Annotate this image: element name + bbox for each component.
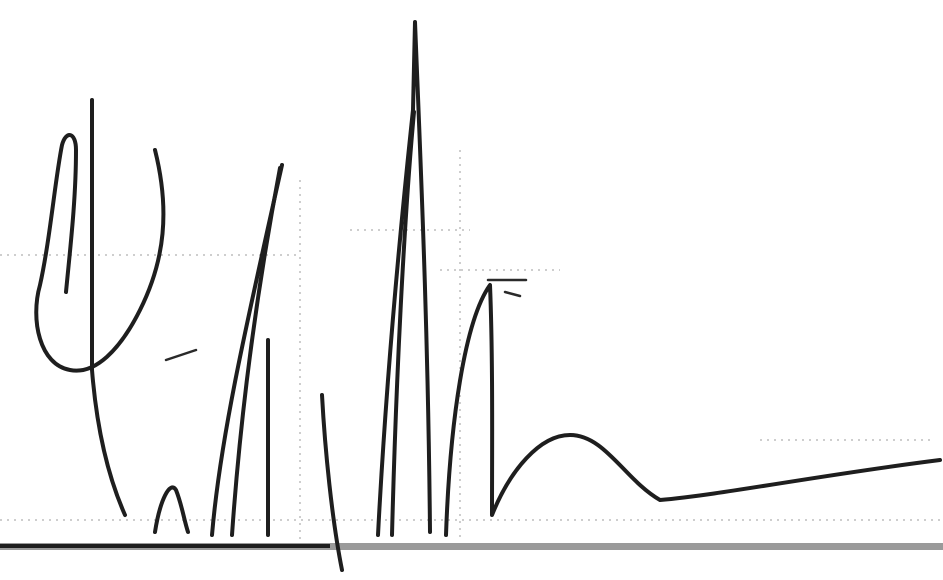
arrow-mark xyxy=(164,348,198,362)
tail-curve xyxy=(444,283,942,537)
baseline-dark xyxy=(0,544,330,548)
background-noise xyxy=(0,150,943,540)
stem xyxy=(90,98,127,517)
tall-peak-inner xyxy=(390,110,416,537)
tall-peak xyxy=(376,20,432,537)
peak-line xyxy=(230,166,282,537)
loop-curve xyxy=(34,133,166,373)
flag-mark xyxy=(486,278,528,298)
trace xyxy=(34,20,942,572)
drop-line xyxy=(320,393,344,572)
baseline xyxy=(0,543,943,550)
small-peak xyxy=(153,485,190,534)
